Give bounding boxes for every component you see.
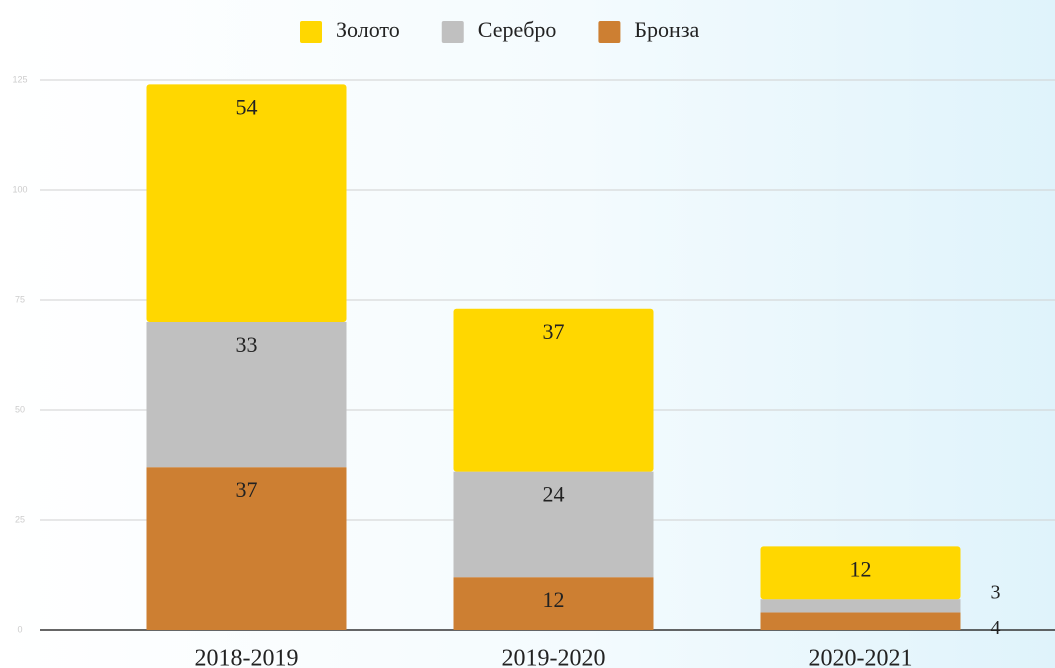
x-tick-label: 2018-2019	[195, 646, 299, 668]
y-tick-label: 25	[15, 514, 25, 524]
x-tick-label: 2019-2020	[502, 646, 606, 668]
data-label: 37	[236, 477, 258, 502]
data-label: 4	[991, 617, 1001, 639]
data-label: 33	[236, 332, 258, 357]
legend-swatch	[441, 21, 464, 43]
bar-segment	[760, 599, 961, 613]
x-tick-label: 2020-2021	[809, 646, 913, 668]
data-label: 54	[236, 94, 258, 119]
y-tick-label: 0	[17, 624, 22, 634]
bar-segment	[760, 612, 961, 630]
legend-swatch	[598, 21, 621, 43]
bar-segment	[146, 84, 347, 323]
legend-label: Золото	[336, 17, 400, 42]
bar-segment	[760, 546, 961, 600]
bar-segment	[453, 577, 654, 630]
y-tick-label: 50	[15, 404, 25, 414]
data-label: 24	[543, 482, 565, 507]
bar-segment	[453, 308, 654, 472]
legend-swatch	[300, 21, 322, 43]
y-tick-label: 125	[12, 74, 27, 84]
data-label: 3	[991, 581, 1001, 603]
legend-label: Бронза	[634, 17, 699, 42]
data-label: 12	[850, 556, 872, 581]
bar-segment	[453, 471, 654, 578]
legend-label: Серебро	[478, 17, 557, 42]
bar-segment	[146, 322, 347, 468]
data-label: 37	[543, 319, 565, 344]
data-label: 12	[543, 587, 565, 612]
y-tick-label: 100	[12, 184, 27, 194]
y-tick-label: 75	[15, 294, 25, 304]
bar-segment	[146, 467, 347, 630]
